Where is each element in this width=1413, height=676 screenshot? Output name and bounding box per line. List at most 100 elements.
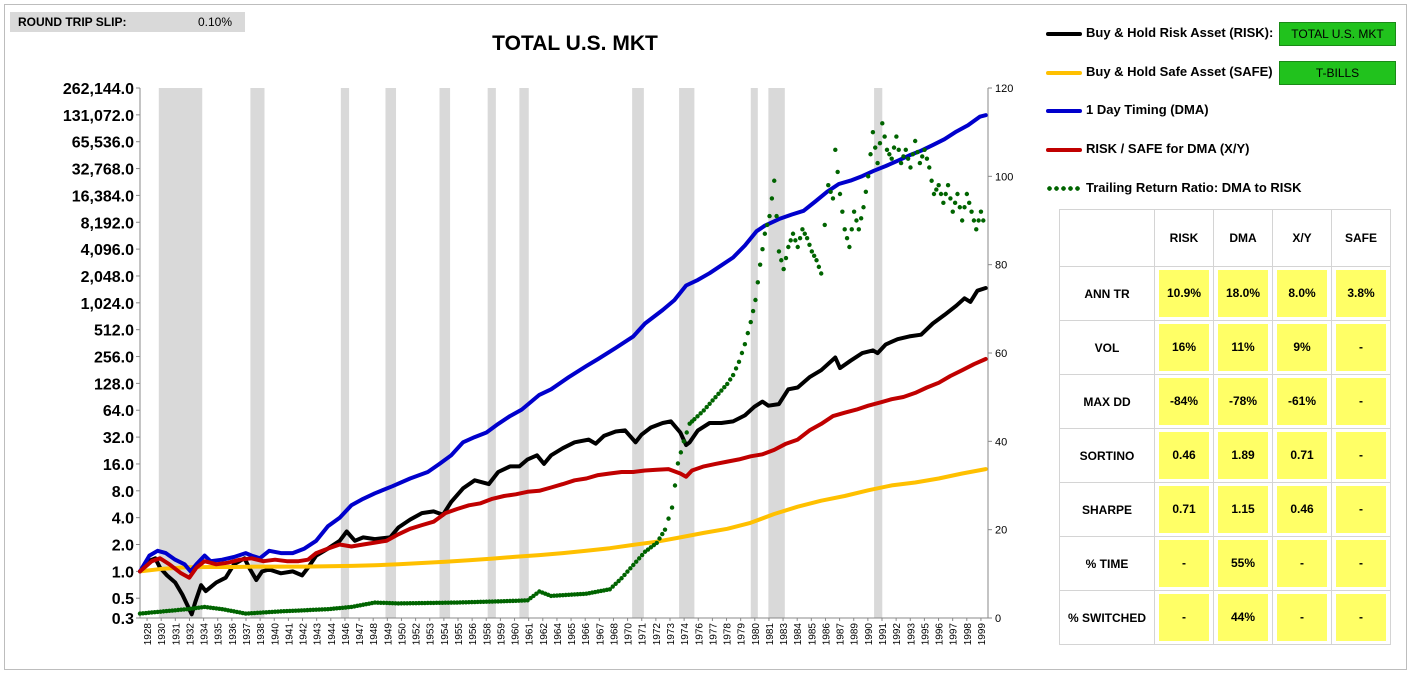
x-tick-label: 1974 [680, 623, 691, 646]
ratio-point [849, 227, 854, 232]
x-tick-label: 1987 [836, 623, 847, 646]
stats-row-max-dd: MAX DD -84% -78% -61% - [1059, 374, 1391, 429]
x-tick-label: 1992 [892, 623, 903, 646]
recession-band [158, 88, 203, 618]
ratio-point [727, 377, 733, 382]
risk-asset-badge: TOTAL U.S. MKT [1279, 22, 1396, 46]
x-tick-label: 1984 [793, 623, 804, 646]
stats-cell: 0.46 [1277, 486, 1327, 533]
y2-tick-label: 0 [995, 613, 1001, 625]
ratio-point [797, 235, 803, 241]
stats-cell: 16% [1159, 324, 1209, 371]
recession-band [340, 88, 350, 618]
legend-swatch-xy [1046, 148, 1082, 152]
x-tick-label: 1942 [299, 623, 310, 646]
stats-cell: -84% [1159, 378, 1209, 425]
ratio-point [722, 385, 727, 390]
ratio-point [776, 249, 782, 254]
x-tick-label: 1953 [426, 623, 437, 646]
ratio-point [971, 218, 977, 223]
ratio-point [912, 138, 918, 144]
ratio-point [891, 145, 897, 150]
ratio-point [905, 156, 911, 161]
ratio-point [781, 266, 786, 272]
ratio-point [861, 205, 866, 210]
ratio-point [837, 191, 843, 197]
ratio-point [725, 381, 730, 387]
stats-cell: 0.46 [1159, 432, 1209, 479]
y2-tick-label: 20 [995, 525, 1007, 537]
ratio-point [607, 587, 613, 592]
y-tick-label: 8.0 [112, 484, 134, 501]
ratio-point [753, 297, 758, 303]
ratio-point [967, 200, 972, 206]
ratio-point [915, 149, 920, 155]
ratio-point [889, 156, 894, 161]
stats-row-pct-time: % TIME - 55% - - [1059, 536, 1391, 591]
ratio-point [802, 231, 807, 236]
ratio-point [936, 182, 941, 188]
ratio-point [779, 258, 784, 263]
ratio-point [654, 540, 659, 546]
legend-label-dma: 1 Day Timing (DMA) [1086, 102, 1209, 117]
ratio-point [762, 231, 768, 236]
stats-cell: 9% [1277, 324, 1327, 371]
ratio-point [868, 152, 873, 157]
y2-tick-label: 60 [995, 348, 1007, 360]
ratio-point [760, 247, 765, 252]
x-tick-label: 1967 [595, 623, 606, 646]
stats-header-row: RISK DMA X/Y SAFE [1059, 209, 1391, 267]
y2-tick-label: 40 [995, 436, 1007, 448]
ratio-point [716, 391, 721, 397]
x-tick-label: 1959 [496, 623, 507, 646]
ratio-point [959, 218, 965, 223]
y-tick-label: 65,536.0 [72, 135, 134, 152]
x-tick-label: 1946 [341, 623, 352, 646]
stats-row-sortino: SORTINO 0.46 1.89 0.71 - [1059, 428, 1391, 483]
ratio-point [701, 408, 706, 413]
stats-corner [1059, 209, 1155, 267]
recession-band [679, 88, 695, 618]
ratio-point [922, 147, 927, 153]
x-tick-label: 1964 [553, 623, 564, 646]
x-tick-label: 1934 [200, 623, 211, 646]
series-dma [138, 113, 988, 574]
stats-row-label: VOL [1059, 320, 1155, 375]
x-tick-label: 1940 [270, 623, 281, 646]
ratio-point [957, 205, 963, 210]
ratio-point [917, 160, 923, 166]
ratio-point [981, 218, 986, 223]
ratio-point [619, 576, 624, 581]
ratio-point [962, 205, 967, 210]
ratio-point [974, 227, 979, 232]
ratio-point [882, 134, 887, 139]
stats-cell: -78% [1218, 378, 1268, 425]
recession-band [768, 88, 785, 618]
x-tick-label: 1932 [185, 623, 196, 646]
x-tick-label: 1990 [864, 623, 875, 646]
x-tick-label: 1978 [723, 623, 734, 646]
ratio-point [835, 169, 840, 175]
slip-label: ROUND TRIP SLIP: [18, 15, 127, 29]
y-tick-label: 128.0 [94, 376, 134, 393]
stats-cell: 18.0% [1218, 270, 1268, 317]
x-tick-label: 1971 [638, 623, 649, 646]
ratio-point [816, 264, 822, 270]
x-tick-label: 1961 [525, 623, 536, 646]
stats-cell: - [1159, 540, 1209, 587]
x-tick-label: 1998 [963, 623, 974, 646]
ratio-point [666, 516, 671, 521]
ratio-point [828, 189, 833, 194]
x-tick-label: 1952 [412, 623, 423, 646]
ratio-point [790, 231, 796, 236]
ratio-point [870, 129, 876, 135]
stats-cell: - [1336, 324, 1386, 371]
stats-col-xy: X/Y [1272, 209, 1332, 267]
ratio-point [748, 319, 753, 325]
ratio-point [755, 280, 760, 285]
ratio-point [964, 191, 970, 197]
ratio-point [804, 235, 810, 241]
y-tick-label: 16,384.0 [72, 188, 134, 205]
x-tick-label: 1973 [666, 623, 677, 646]
ratio-point [628, 566, 633, 571]
